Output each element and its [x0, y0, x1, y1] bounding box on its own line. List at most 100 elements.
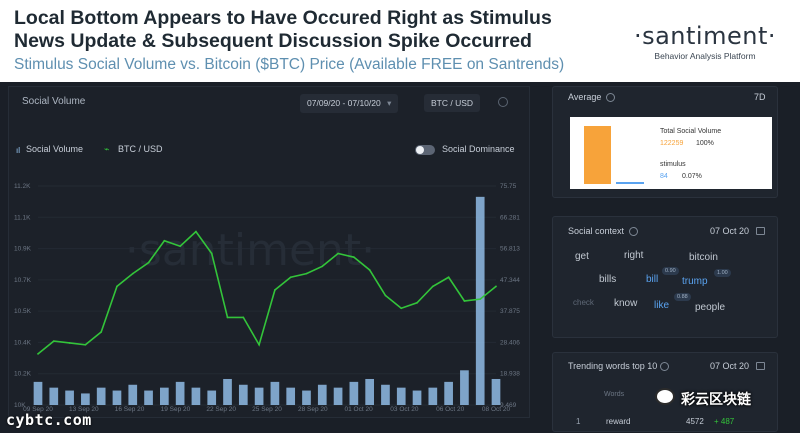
line-chart-icon: ⌁ — [104, 144, 110, 154]
y-left-tick: 10K — [14, 402, 26, 409]
social-volume-bar — [396, 387, 406, 405]
x-tick: 09 Sep 20 — [23, 406, 53, 413]
btc-price-line — [37, 230, 497, 355]
legend-social-volume[interactable]: Social Volume — [26, 144, 84, 154]
social-context-date[interactable]: 07 Oct 20 — [710, 226, 750, 236]
btc-price-point — [37, 353, 39, 355]
y-left-tick: 10.9K — [14, 246, 32, 253]
context-word[interactable]: trump — [682, 276, 708, 287]
social-volume-bar — [302, 390, 311, 405]
trending-date[interactable]: 07 Oct 20 — [710, 361, 750, 371]
btc-price-point — [495, 285, 497, 288]
info-icon[interactable] — [606, 93, 615, 102]
total-volume-pct: 100% — [696, 140, 714, 147]
wechat-icon — [655, 388, 675, 405]
subheadline: Stimulus Social Volume vs. Bitcoin ($BTC… — [14, 56, 565, 73]
btc-price-point — [447, 276, 450, 279]
y-left-tick: 10.5K — [14, 308, 32, 315]
social-volume-bar — [81, 393, 90, 405]
brand-logo: ·santiment· Behavior Analysis Platform — [634, 22, 776, 61]
btc-price-point — [321, 265, 324, 268]
x-tick: 22 Sep 20 — [206, 406, 236, 413]
social-volume-bar — [365, 378, 374, 405]
context-word[interactable]: like — [654, 300, 670, 311]
social-volume-bar — [286, 387, 296, 405]
term-value: 84 — [660, 173, 668, 180]
btc-price-point — [400, 307, 403, 310]
x-tick: 08 Oct 20 — [482, 406, 511, 413]
trending-row[interactable]: 1 reward 4572 + 487 — [560, 414, 774, 430]
headline: Local Bottom Appears to Have Occured Rig… — [14, 7, 614, 53]
x-tick: 06 Oct 20 — [436, 406, 465, 413]
calendar-icon[interactable] — [756, 227, 765, 235]
social-context-label: Social context — [568, 226, 625, 236]
btc-price-point — [337, 252, 339, 255]
date-range-label: 07/09/20 - 07/10/20 — [307, 98, 381, 108]
social-volume-bar — [96, 387, 106, 405]
context-word[interactable]: know — [614, 298, 638, 309]
article-header: Local Bottom Appears to Have Occured Rig… — [0, 0, 800, 82]
date-range-selector[interactable]: 07/09/20 - 07/10/20 ▾ — [300, 94, 399, 113]
btc-price-point — [242, 316, 245, 319]
y-right-tick: 18.938 — [500, 371, 520, 378]
btc-price-point — [368, 269, 371, 271]
headline-line-2: News Update & Subsequent Discussion Spik… — [14, 30, 532, 52]
context-word[interactable]: right — [624, 250, 644, 261]
social-volume-bar — [349, 381, 359, 405]
social-volume-bar — [270, 381, 280, 405]
wechat-account-name: 彩云区块链 — [681, 391, 751, 407]
social-volume-bar — [254, 387, 264, 405]
calendar-icon[interactable] — [756, 362, 765, 370]
settings-icon[interactable] — [498, 97, 508, 107]
legend-btc-usd[interactable]: BTC / USD — [118, 144, 163, 154]
btc-price-point — [305, 272, 308, 275]
context-word[interactable]: bill — [646, 274, 659, 285]
y-right-tick: 56.813 — [500, 246, 520, 253]
trending-rank: 1 — [576, 417, 581, 426]
total-volume-value: 122259 — [660, 140, 684, 147]
term-volume-bar — [616, 182, 644, 184]
wechat-badge: 彩云区块链 — [655, 387, 795, 407]
x-tick: 01 Oct 20 — [345, 406, 374, 413]
bar-chart-icon: ıl — [16, 146, 20, 155]
btc-price-point — [384, 294, 387, 297]
social-context-card — [552, 216, 778, 338]
social-volume-bar — [460, 370, 469, 405]
btc-price-point — [163, 239, 166, 242]
headline-line-1: Local Bottom Appears to Have Occured Rig… — [14, 7, 552, 29]
social-volume-bar — [381, 384, 390, 405]
x-tick: 28 Sep 20 — [298, 406, 328, 413]
brand-name: ·santiment· — [633, 22, 776, 50]
context-word[interactable]: get — [575, 251, 589, 262]
chart-watermark: ·santiment· — [125, 225, 375, 276]
btc-price-point — [100, 331, 103, 333]
context-word[interactable]: bitcoin — [689, 252, 718, 263]
x-tick: 19 Sep 20 — [161, 406, 191, 413]
context-score: 1.00 — [714, 269, 731, 277]
average-period[interactable]: 7D — [754, 92, 766, 102]
context-word[interactable]: check — [573, 298, 594, 307]
btc-price-point — [195, 230, 197, 233]
x-tick: 03 Oct 20 — [390, 406, 419, 413]
social-dominance-toggle[interactable] — [415, 145, 435, 155]
social-volume-bar — [223, 378, 232, 405]
x-tick: 13 Sep 20 — [69, 406, 99, 413]
context-word[interactable]: bills — [599, 274, 617, 285]
x-tick: 25 Sep 20 — [252, 406, 282, 413]
pair-selector[interactable]: BTC / USD — [424, 94, 481, 112]
context-score: 0.88 — [674, 293, 691, 301]
y-right-tick: 75.75 — [500, 183, 517, 190]
context-score: 0.90 — [662, 267, 679, 275]
btc-price-point — [273, 289, 276, 291]
social-volume-bar — [65, 390, 74, 405]
btc-price-point — [289, 276, 292, 279]
btc-price-point — [479, 298, 482, 301]
context-word[interactable]: people — [695, 302, 726, 313]
info-icon[interactable] — [629, 227, 638, 236]
social-volume-bar — [191, 387, 201, 405]
btc-price-point — [431, 285, 434, 288]
info-icon[interactable] — [660, 362, 669, 371]
chevron-down-icon: ▾ — [387, 98, 392, 108]
y-right-tick: 9.469 — [500, 402, 517, 409]
